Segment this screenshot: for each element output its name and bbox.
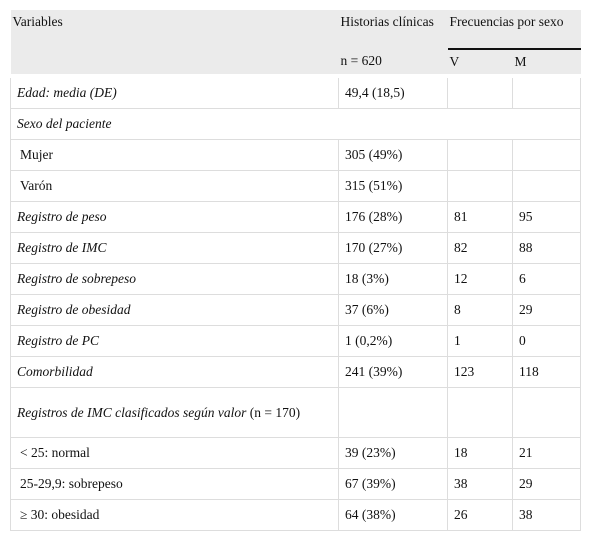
row-label-cell: < 25: normal [10,437,339,469]
table-row: Comorbilidad 241 (39%) 123 118 [10,356,581,388]
value-cell [512,74,581,109]
value-cell: 6 [512,263,581,295]
table-row: Sexo del paciente [10,108,581,140]
row-label: Sexo del paciente [17,116,112,131]
value-cell: 170 (27%) [338,232,448,264]
value-cell: 38 [512,499,581,531]
value-cell: 67 (39%) [338,468,448,500]
row-label-cell: Sexo del paciente [10,108,581,140]
value-cell: 18 [447,437,513,469]
table-row: Registros de IMC clasificados según valo… [10,387,581,438]
value-cell: 305 (49%) [338,139,448,171]
row-label: Comorbilidad [17,364,93,379]
table-row: Registro de sobrepeso 18 (3%) 12 6 [10,263,581,295]
row-label: Registro de IMC [17,240,107,255]
row-label-cell: Varón [10,170,339,202]
value-cell [447,139,513,171]
value-cell [512,170,581,202]
row-label-cell: Comorbilidad [10,356,339,388]
value-cell: 315 (51%) [338,170,448,202]
data-table: Variables Historias clínicas Frecuencias… [10,10,581,531]
value-cell: 8 [447,294,513,326]
value-cell: 123 [447,356,513,388]
table-row: Registro de PC 1 (0,2%) 1 0 [10,325,581,357]
row-label-cell: Registro de peso [10,201,339,233]
row-label: ≥ 30: obesidad [20,507,100,522]
table-row: Registro de obesidad 37 (6%) 8 29 [10,294,581,326]
table-row: Registro de peso 176 (28%) 81 95 [10,201,581,233]
row-label: < 25: normal [20,445,90,460]
value-cell: 18 (3%) [338,263,448,295]
value-cell: 82 [447,232,513,264]
value-cell: 88 [512,232,581,264]
header-cell: M [512,49,581,77]
value-cell [447,387,513,438]
row-label: Edad: media (DE) [17,85,117,100]
row-label: Registro de obesidad [17,302,131,317]
value-cell: 0 [512,325,581,357]
value-cell [512,139,581,171]
row-label-cell: 25-29,9: sobrepeso [10,468,339,500]
table-row: Varón 315 (51%) [10,170,581,202]
row-label: Varón [20,178,53,193]
row-label-cell: Mujer [10,139,339,171]
table-row: Registro de IMC 170 (27%) 82 88 [10,232,581,264]
value-cell: 241 (39%) [338,356,448,388]
header-cell: Frecuencias por sexo [447,10,581,50]
value-cell: 29 [512,468,581,500]
value-cell [338,387,448,438]
value-cell: 1 (0,2%) [338,325,448,357]
row-label: Registro de PC [17,333,99,348]
header-cell: n = 620 [338,49,448,77]
row-label-cell: ≥ 30: obesidad [10,499,339,531]
value-cell: 49,4 (18,5) [338,74,448,109]
value-cell: 64 (38%) [338,499,448,531]
value-cell: 21 [512,437,581,469]
row-label-suffix: (n = 170) [249,404,301,420]
row-label-cell: Registro de PC [10,325,339,357]
table-row: Edad: media (DE) 49,4 (18,5) [10,74,581,109]
table-body: Edad: media (DE) 49,4 (18,5) Sexo del paci… [10,74,581,531]
row-label-cell: Registros de IMC clasificados según valo… [10,387,339,438]
row-label: 25-29,9: sobrepeso [20,476,123,491]
row-label: Registro de sobrepeso [17,271,136,286]
row-label: Registro de peso [17,209,107,224]
value-cell [447,170,513,202]
value-cell [447,74,513,109]
value-cell: 26 [447,499,513,531]
row-label: Mujer [20,147,53,162]
row-label-cell: Registro de sobrepeso [10,263,339,295]
table-row: < 25: normal 39 (23%) 18 21 [10,437,581,469]
table-row: 25-29,9: sobrepeso 67 (39%) 38 29 [10,468,581,500]
value-cell: 81 [447,201,513,233]
row-label: Registros de IMC clasificados según valo… [17,404,247,420]
value-cell: 95 [512,201,581,233]
header-cell: Historias clínicas [338,10,448,49]
row-label-cell: Registro de IMC [10,232,339,264]
value-cell: 37 (6%) [338,294,448,326]
header-cell: V [447,49,513,77]
table-row: ≥ 30: obesidad 64 (38%) 26 38 [10,499,581,531]
value-cell: 29 [512,294,581,326]
value-cell [512,387,581,438]
value-cell: 12 [447,263,513,295]
value-cell: 118 [512,356,581,388]
row-label-cell: Edad: media (DE) [10,74,339,109]
value-cell: 38 [447,468,513,500]
header-cell: Variables [10,10,339,76]
row-label-cell: Registro de obesidad [10,294,339,326]
value-cell: 176 (28%) [338,201,448,233]
table-row: Mujer 305 (49%) [10,139,581,171]
value-cell: 39 (23%) [338,437,448,469]
value-cell: 1 [447,325,513,357]
